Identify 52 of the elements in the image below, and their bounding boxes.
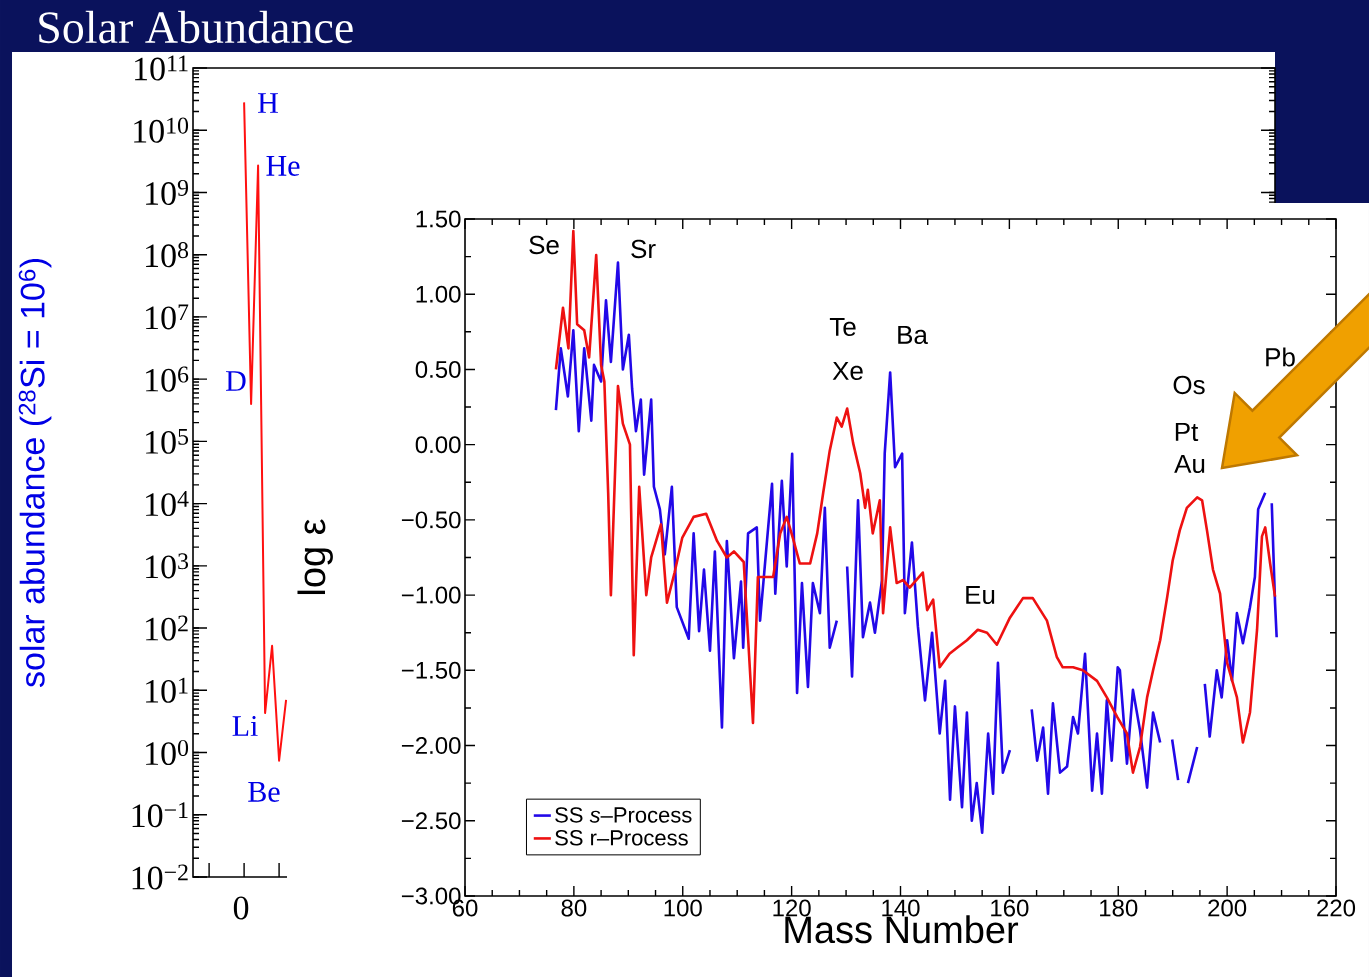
x-tick-label: 160 xyxy=(991,899,1029,917)
x-tick-label: 100 xyxy=(664,899,702,917)
x-tick-label: 220 xyxy=(1317,899,1356,917)
x-tick-label: 200 xyxy=(1208,899,1247,917)
annotation: H xyxy=(258,93,278,113)
annotation: Au xyxy=(1174,454,1205,474)
y-tick-label: 10$^{8}$ xyxy=(146,242,189,268)
annotation: Se xyxy=(529,235,559,255)
y-tick-label: −1.50 xyxy=(401,661,461,679)
y-axis-title: solar abundance ($^{28}$Si = 10$^{6}$) xyxy=(18,259,52,688)
x-tick-label: 180 xyxy=(1100,899,1138,917)
annotation: Te xyxy=(829,317,856,337)
text: 0 xyxy=(233,896,249,920)
y-tick-label: 0.50 xyxy=(415,360,461,378)
chart-title: Solar Abundance xyxy=(39,10,353,44)
x-tick-label: 80 xyxy=(561,899,587,917)
annotation: Eu xyxy=(966,585,995,605)
legend-label: SS s–Process xyxy=(555,807,692,823)
annotation: Li xyxy=(232,716,258,736)
y-tick-label: 10$^{6}$ xyxy=(146,366,189,392)
annotation: Pb xyxy=(1266,347,1295,367)
y-tick-label: 10$^{9}$ xyxy=(146,179,188,206)
y-axis-title: log ε xyxy=(297,519,333,595)
annotation: Pt xyxy=(1175,422,1199,442)
legend-label: SS r–Process xyxy=(555,830,688,846)
y-tick-label: 10$^{−1}$ xyxy=(132,802,188,828)
y-tick-label: 10$^{1}$ xyxy=(146,677,188,703)
y-tick-label: −0.50 xyxy=(401,511,461,529)
y-tick-label: 10$^{11}$ xyxy=(135,55,188,81)
annotation: Ba xyxy=(898,325,928,345)
y-tick-label: 10$^{2}$ xyxy=(146,615,188,641)
y-tick-label: −2.50 xyxy=(401,812,461,830)
y-tick-label: 10$^{10}$ xyxy=(134,117,189,143)
y-tick-label: 10$^{4}$ xyxy=(146,491,189,517)
annotation: He xyxy=(266,155,300,176)
annotation: Sr xyxy=(631,239,656,259)
y-tick-label: 1.50 xyxy=(416,210,461,228)
y-tick-label: 10$^{0}$ xyxy=(146,739,189,766)
y-tick-label: 10$^{3}$ xyxy=(146,553,189,579)
x-tick-label: 140 xyxy=(882,899,920,917)
y-tick-label: 0.00 xyxy=(415,436,461,454)
y-tick-label: 10$^{7}$ xyxy=(146,304,189,330)
annotation: Be xyxy=(248,781,280,802)
annotation: D xyxy=(225,371,246,391)
annotation: Xe xyxy=(832,361,863,381)
y-tick-label: −2.00 xyxy=(401,737,461,755)
y-tick-label: −1.00 xyxy=(401,586,461,604)
y-tick-label: 10$^{−2}$ xyxy=(132,864,188,890)
x-tick-label: 120 xyxy=(773,899,811,917)
y-tick-label: 1.00 xyxy=(416,285,461,303)
y-tick-label: 10$^{5}$ xyxy=(146,428,189,454)
annotation: Os xyxy=(1173,375,1205,395)
